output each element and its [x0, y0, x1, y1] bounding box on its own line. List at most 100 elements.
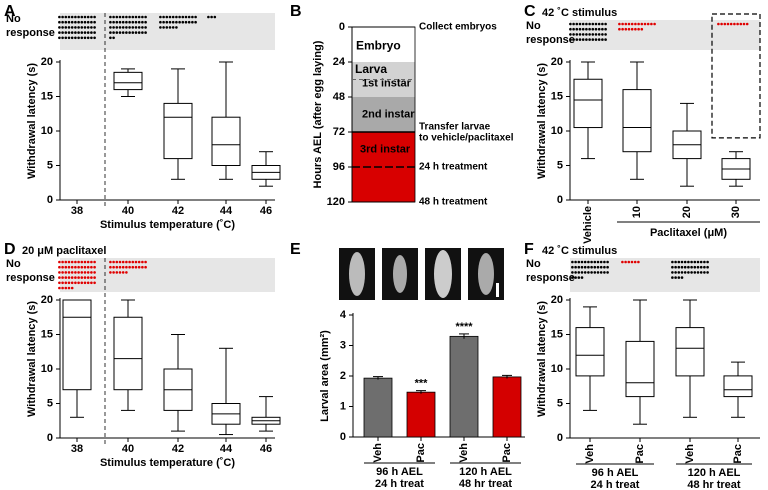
no-response-dot [134, 260, 138, 264]
no-response-dot [67, 260, 71, 264]
no-response-dot [93, 271, 96, 274]
no-response-dot [86, 281, 90, 285]
y-tick-label: 15 [41, 328, 53, 340]
no-response-dot [633, 260, 637, 264]
no-response-dot [178, 15, 181, 19]
no-response-dot [77, 265, 80, 269]
x-tick-label: Pac [634, 444, 646, 464]
no-response-dot [83, 260, 87, 264]
no-response-dot [109, 36, 112, 40]
no-response-dot [112, 26, 115, 29]
no-response-dot [597, 22, 601, 26]
no-response-dot [571, 260, 574, 264]
group-label: 24 h treat [591, 479, 640, 490]
no-response-dot [194, 20, 197, 24]
no-response-dot [634, 22, 637, 26]
no-response-dot [141, 260, 144, 264]
group-label: 96 h AEL [592, 467, 639, 479]
no-response-dot [118, 15, 122, 19]
no-response-dot [93, 15, 96, 19]
x-tick-label: Vehicle [582, 206, 594, 244]
no-response-dot [627, 22, 631, 26]
no-response-dot [577, 265, 581, 269]
no-response-dot [90, 271, 93, 274]
no-response-dot [604, 27, 607, 31]
y-tick-label: 96 [333, 161, 345, 173]
no-response-dot [115, 26, 119, 29]
no-response-dot [58, 276, 61, 279]
no-response-dot [693, 260, 697, 264]
no-response-dot [726, 22, 730, 26]
no-response-dot [187, 15, 191, 19]
no-response-dot [674, 265, 677, 269]
no-response-dot [581, 27, 585, 31]
no-response-label: No [526, 20, 541, 32]
no-response-dot [93, 260, 96, 264]
no-response-dot [77, 260, 80, 264]
no-response-dot [171, 26, 175, 29]
event-label: to vehicle/paclitaxel [419, 133, 514, 144]
no-response-dot [646, 22, 650, 26]
no-response-dot [74, 271, 77, 274]
no-response-dot [168, 15, 172, 19]
no-response-dot [128, 15, 131, 19]
no-response-dot [128, 265, 131, 269]
no-response-dot [703, 265, 706, 269]
group-label: Paclitaxel (μM) [650, 227, 727, 239]
significance: *** [415, 378, 429, 390]
no-response-dot [141, 20, 144, 24]
no-response-dot [162, 26, 165, 29]
no-response-dot [64, 20, 68, 24]
no-response-dot [606, 265, 609, 269]
no-response-dot [181, 20, 185, 24]
no-response-dot [125, 15, 128, 19]
box [675, 327, 705, 377]
event-label: 24 h treatment [419, 162, 488, 173]
no-response-dot [736, 22, 739, 26]
y-tick-label: 20 [41, 56, 53, 68]
group-label: 24 h treat [375, 478, 424, 490]
no-response-dot [64, 26, 68, 29]
no-response-dot [577, 276, 581, 279]
no-response-dot [134, 31, 138, 34]
no-response-dot [575, 22, 579, 26]
no-response-dot [571, 276, 574, 279]
no-response-dot [677, 265, 681, 269]
no-response-dot [137, 26, 141, 29]
no-response-dot [594, 33, 598, 36]
no-response-dot [674, 276, 677, 279]
no-response-dot [653, 22, 656, 26]
no-response-dot [115, 31, 119, 34]
no-response-dot [77, 31, 80, 34]
no-response-dot [624, 260, 627, 264]
no-response-dot [601, 27, 604, 31]
no-response-dot [706, 271, 709, 274]
no-response-dot [64, 276, 68, 279]
stage [352, 27, 415, 62]
no-response-dot [144, 260, 147, 264]
no-response-dot [683, 265, 687, 269]
no-response-dot [677, 271, 681, 274]
no-response-dot [131, 265, 135, 269]
no-response-dot [699, 260, 703, 264]
no-response-dot [121, 271, 125, 274]
no-response-dot [585, 38, 588, 41]
no-response-dot [599, 265, 603, 269]
no-response-dot [121, 31, 125, 34]
no-response-dot [703, 271, 706, 274]
no-response-dot [606, 271, 609, 274]
no-response-dot [690, 271, 693, 274]
no-response-dot [70, 265, 74, 269]
no-response-dot [70, 276, 74, 279]
no-response-dot [67, 271, 71, 274]
no-response-dot [687, 271, 690, 274]
no-response-dot [77, 281, 80, 285]
no-response-dot [581, 33, 585, 36]
no-response-dot [171, 20, 175, 24]
y-tick-label: 0 [557, 432, 563, 444]
no-response-dot [703, 260, 706, 264]
no-response-dot [159, 26, 162, 29]
y-tick-label: 5 [557, 397, 563, 409]
y-axis-label: Hours AEL (after egg laying) [312, 40, 324, 188]
no-response-dot [575, 38, 579, 41]
